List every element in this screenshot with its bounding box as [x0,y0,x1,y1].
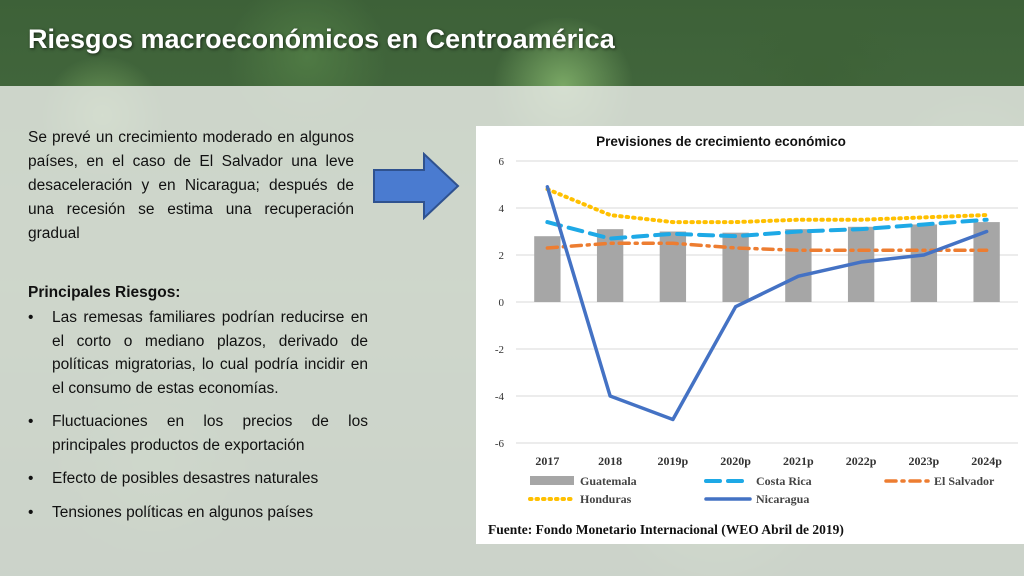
bullet-icon: • [28,309,34,326]
legend-swatch-guatemala [530,476,574,485]
y-tick-label: 4 [499,203,505,215]
chart-source: Fuente: Fondo Monetario Internacional (W… [488,522,844,537]
bar-guatemala [785,229,812,302]
x-tick-label: 2017 [535,454,559,468]
y-tick-label: 2 [499,250,505,262]
bullet-icon: • [28,503,34,521]
chart-title: Previsiones de crecimiento económico [596,134,846,149]
bullet-icon: • [28,413,34,430]
bullet-icon: • [28,470,34,487]
y-tick-label: -4 [495,391,505,403]
risk-item: • Efecto de posibles desastres naturales [28,467,368,491]
risk-item: • Tensiones políticas en algunos países [28,501,368,525]
legend-label-guatemala: Guatemala [580,474,637,488]
bar-guatemala [596,229,624,302]
risks-list: • Las remesas familiares podrían reducirs… [28,306,368,534]
risks-heading: Principales Riesgos: [28,284,181,301]
legend-label-el-salvador: El Salvador [934,474,995,488]
y-tick-label: -6 [495,438,505,450]
x-tick-label: 2024p [971,454,1002,468]
x-tick-label: 2022p [846,454,877,468]
risk-item: • Fluctuaciones en los precios de los pri… [28,410,368,457]
x-tick-label: 2019p [658,454,689,468]
x-tick-label: 2021p [783,454,814,468]
bar-guatemala [910,224,938,302]
legend-label-costa-rica: Costa Rica [756,474,812,488]
legend-label-honduras: Honduras [580,492,632,506]
line-honduras [545,187,989,225]
x-tick-label: 2020p [720,454,751,468]
bar-guatemala [722,232,749,302]
risk-text: Tensiones políticas en algunos países [52,503,314,521]
risk-item: • Las remesas familiares podrían reducirs… [28,306,368,400]
risk-text: Efecto de posibles desastres naturales [52,470,319,487]
risk-text: Las remesas familiares podrían reducirse… [52,309,368,397]
y-tick-label: -2 [495,344,504,356]
legend-label-nicaragua: Nicaragua [756,492,809,506]
right-arrow-icon [373,152,460,220]
slide-title: Riesgos macroeconómicos en Centroamérica [28,24,615,54]
line-el-salvador [545,241,989,253]
y-tick-label: 6 [499,156,505,168]
intro-paragraph: Se prevé un crecimiento moderado en algu… [28,129,354,242]
y-tick-label: 0 [499,297,505,309]
line-nicaragua [545,185,989,422]
risk-text: Fluctuaciones en los precios de los prin… [52,413,368,454]
x-tick-label: 2023p [909,454,940,468]
line-costa-rica [545,217,989,241]
x-tick-label: 2018 [598,454,622,468]
